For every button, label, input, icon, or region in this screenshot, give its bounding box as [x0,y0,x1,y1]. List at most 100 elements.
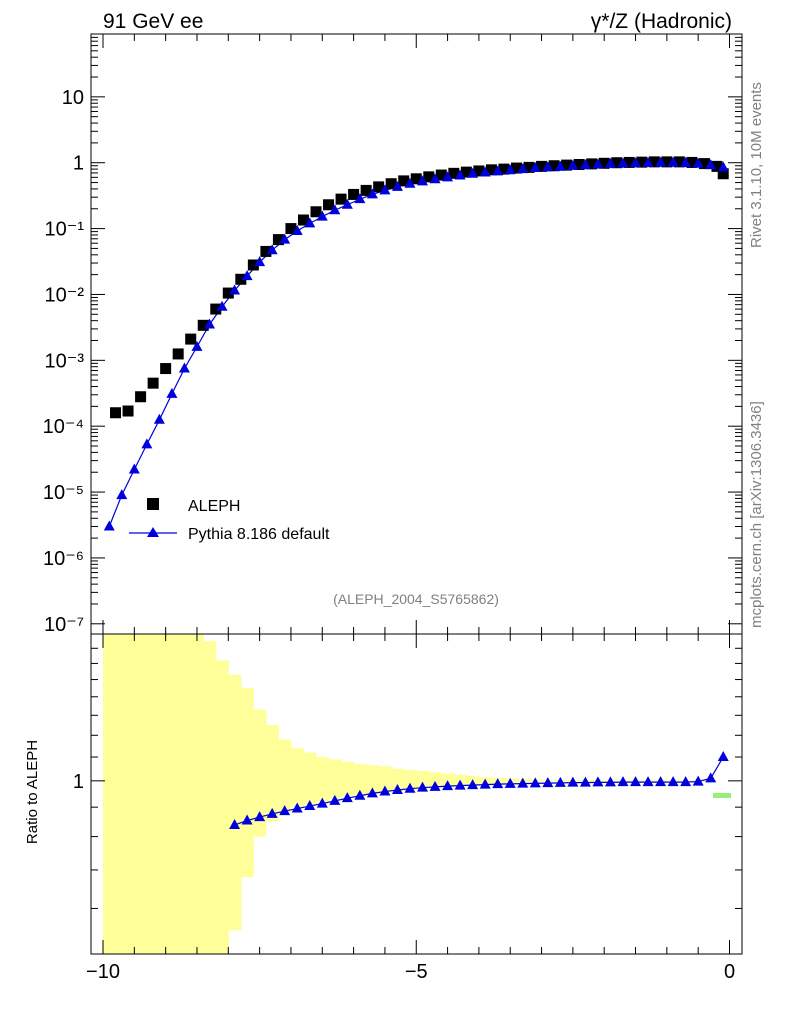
pythia-data-point [128,463,140,474]
pythia-data-point [366,188,378,199]
main-panel: 10⁻⁷ 10⁻⁶ 10⁻⁵ 10⁻⁴ 10⁻³ 10⁻² 10⁻¹ 1 10 (ALEPH_2… [43,33,743,636]
ratio-data-point [266,807,278,818]
pythia-data-point [680,157,692,168]
pythia-data-point [692,157,704,168]
ratio-uncertainty-band-tail [541,780,717,782]
legend-aleph-label: ALEPH [188,498,240,515]
pythia-data-point [241,270,253,281]
pythia-data-point [141,438,153,449]
aleph-data-point [197,319,209,331]
aleph-data-point [172,348,184,360]
ratio-data-point [254,811,266,822]
ratio-data-point [579,776,591,787]
pythia-data-point [391,180,403,191]
legend-pythia-label: Pythia 8.186 default [188,526,330,543]
aleph-data-point [523,161,535,173]
ratio-data-point [504,777,516,788]
aleph-data-point [673,156,685,168]
ratio-uncertainty-band [215,660,229,954]
pythia-data-point [204,318,216,329]
ratio-data-point [291,802,303,813]
ratio-data-point [554,776,566,787]
ratio-uncertainty-band [303,752,317,805]
aleph-data-point [623,156,635,168]
aleph-data-point [473,165,485,177]
aleph-data-point [323,199,335,211]
pythia-data-point [178,362,190,373]
ratio-data-point [241,814,253,825]
main-ytick-label: 10⁻⁴ [43,416,84,438]
aleph-data-point [573,158,585,170]
ratio-data-point [391,783,403,794]
ratio-data-point [630,776,642,787]
pythia-data-point [404,177,416,188]
main-ytick-label: 10⁻⁶ [43,548,84,570]
main-ytick-label: 10⁻³ [45,350,85,372]
aleph-data-point [460,166,472,178]
ratio-uncertainty-band [103,634,117,954]
aleph-data-point [435,169,447,181]
pythia-data-point [304,217,316,228]
pythia-data-point [579,159,591,170]
aleph-data-point [410,173,422,185]
ratio-data-point [567,776,579,787]
aleph-data-point [423,171,435,183]
ratio-data-point [492,778,504,789]
pythia-data-point [316,210,328,221]
ratio-data-point [366,787,378,798]
ratio-data-point [529,777,541,788]
pythia-data-point [617,157,629,168]
pythia-data-point [529,162,541,173]
ratio-data-point [329,794,341,805]
main-axis-ticks: 10⁻⁷ 10⁻⁶ 10⁻⁵ 10⁻⁴ 10⁻³ 10⁻² 10⁻¹ 1 10 [43,34,742,636]
aleph-data-point [335,193,347,205]
aleph-data-point [222,287,234,299]
aleph-data-point [598,157,610,169]
aleph-data-point [360,184,372,196]
pythia-data-point [153,413,165,424]
pythia-data-point [479,166,491,177]
pythia-data-point [442,171,454,182]
pythia-data-point [429,173,441,184]
ratio-data-point [354,789,366,800]
ratio-data-point [680,776,692,787]
pythia-data-point [517,163,529,174]
aleph-data-point [448,167,460,179]
aleph-data-point [398,175,410,187]
aleph-data-point [510,162,522,174]
ratio-data-point [604,776,616,787]
aleph-data-point [698,158,710,170]
aleph-data-point [648,156,660,168]
ratio-uncertainty-band [353,763,367,795]
ratio-ytick-label: 1 [73,771,84,793]
main-ytick-label: 10⁻⁵ [43,482,84,504]
pythia-data-point [329,204,341,215]
ratio-green-band-end [713,793,731,798]
pythia-data-point [554,160,566,171]
pythia-data-point [542,161,554,172]
pythia-data-point [467,167,479,178]
aleph-data-point [717,168,729,180]
ratio-data-point [692,775,704,786]
main-ytick-label: 1 [73,153,84,175]
ratio-axis-ticks: 1 −10 −5 0 [73,634,742,983]
ratio-uncertainty-band [153,634,167,954]
ratio-data-point [705,772,717,783]
ratio-uncertainty-band [328,759,342,799]
ratio-data-point [229,818,241,829]
ratio-ylabel: Ratio to ALEPH [24,740,41,844]
aleph-data-point [260,245,272,257]
ratio-xtick-label: 0 [724,961,735,983]
aleph-data-point [285,223,297,235]
ratio-data-point [717,751,729,762]
ratio-uncertainty-band [203,641,217,954]
ratio-uncertainty-band [128,634,142,954]
aleph-data-point [310,206,322,218]
pythia-data-point [354,193,366,204]
pythia-data-point [229,284,241,295]
ratio-series-layer [229,751,729,829]
aleph-data-point [122,405,134,417]
rivet-version-label: Rivet 3.1.10, 10M events [748,82,765,248]
main-ytick-label: 10⁻¹ [45,219,85,241]
